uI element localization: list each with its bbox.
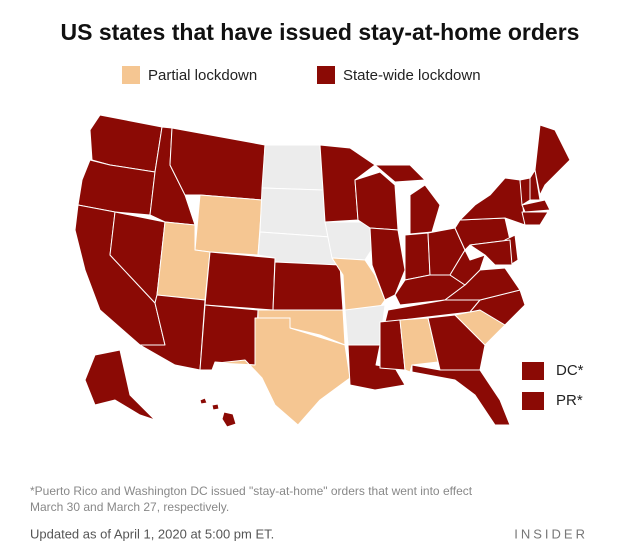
territories: DC* PR* bbox=[522, 362, 584, 410]
territory-label: PR* bbox=[556, 392, 583, 409]
territory-label: DC* bbox=[556, 362, 584, 379]
state bbox=[204, 251, 276, 311]
brand: INSIDER bbox=[514, 526, 588, 541]
territory-swatch bbox=[522, 362, 544, 380]
state bbox=[427, 314, 486, 371]
state bbox=[77, 159, 156, 216]
state bbox=[534, 124, 571, 196]
legend: Partial lockdown State-wide lockdown bbox=[122, 66, 481, 84]
updated-note: Updated as of April 1, 2020 at 5:00 pm E… bbox=[30, 526, 274, 541]
state bbox=[404, 232, 431, 281]
legend-label: State-wide lockdown bbox=[343, 67, 481, 84]
legend-label: Partial lockdown bbox=[148, 67, 257, 84]
state bbox=[469, 239, 513, 266]
state bbox=[259, 187, 331, 238]
state bbox=[521, 199, 551, 213]
state bbox=[411, 364, 511, 426]
state bbox=[379, 319, 406, 371]
state bbox=[169, 127, 266, 201]
state bbox=[199, 304, 259, 371]
state bbox=[519, 177, 531, 206]
state bbox=[459, 177, 526, 226]
state bbox=[199, 397, 208, 405]
state bbox=[347, 344, 406, 391]
state bbox=[521, 211, 549, 226]
us-map bbox=[74, 114, 571, 428]
state bbox=[344, 304, 386, 346]
state bbox=[409, 184, 441, 235]
state bbox=[221, 411, 237, 428]
footnote-line: *Puerto Rico and Washington DC issued "s… bbox=[30, 484, 473, 498]
state bbox=[217, 317, 351, 426]
state bbox=[529, 169, 541, 201]
state bbox=[272, 261, 344, 311]
footnote-line: March 30 and March 27, respectively. bbox=[30, 500, 229, 514]
title: US states that have issued stay-at-home … bbox=[61, 19, 580, 45]
legend-swatch bbox=[122, 66, 140, 84]
state bbox=[84, 349, 156, 421]
territory-swatch bbox=[522, 392, 544, 410]
state bbox=[194, 194, 263, 256]
state bbox=[261, 144, 324, 191]
state bbox=[354, 171, 399, 231]
legend-swatch bbox=[317, 66, 335, 84]
state bbox=[374, 164, 426, 183]
state bbox=[211, 403, 220, 411]
